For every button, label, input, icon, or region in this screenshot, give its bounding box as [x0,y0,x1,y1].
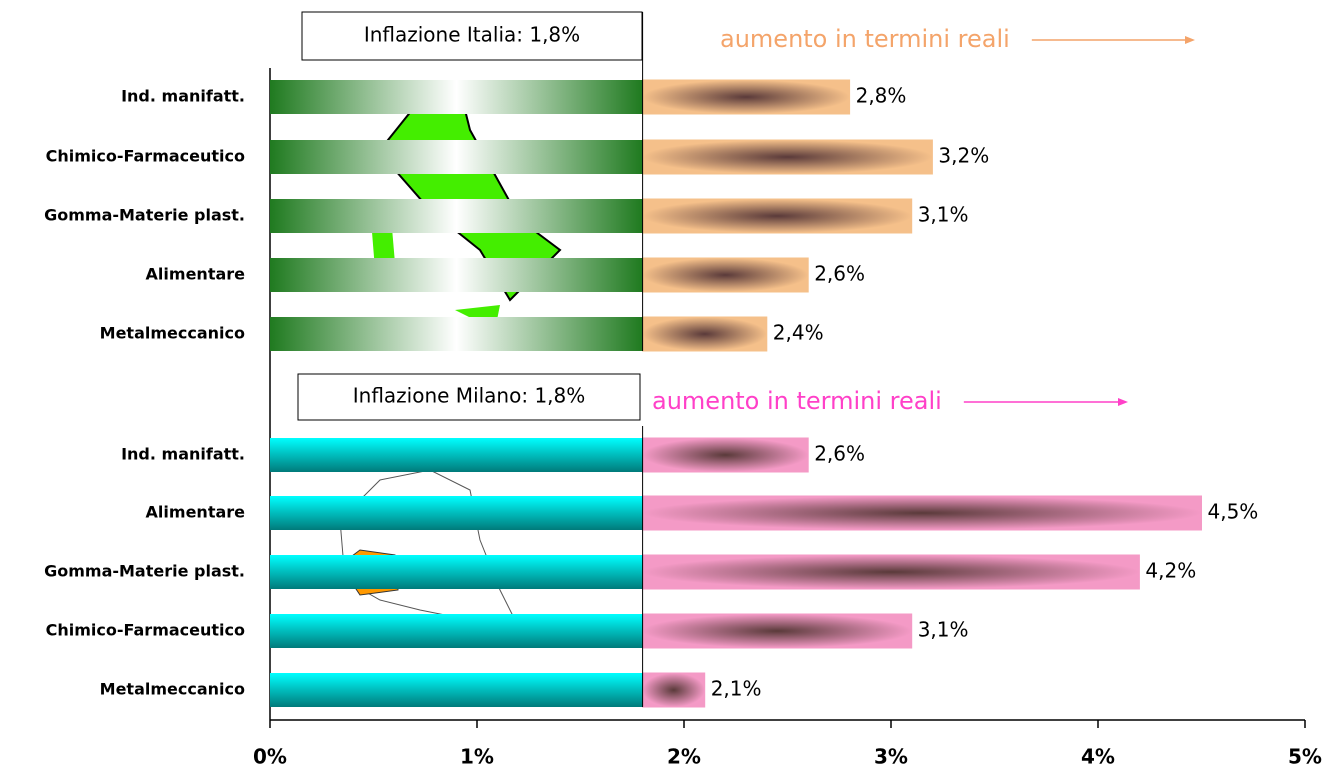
group-title: Inflazione Milano: 1,8% [353,384,586,408]
bar [642,257,809,293]
annotation-arrowhead [1118,398,1128,406]
annotation: aumento in termini reali [720,25,1010,53]
value-label: 2,6% [814,262,865,286]
value-label: 2,4% [773,321,824,345]
title-box [297,373,641,421]
bar [642,316,768,352]
bar [642,437,809,473]
value-label: 3,1% [918,618,969,642]
y-tick-label: Alimentare [146,265,246,284]
inflation-bar [270,438,643,472]
y-tick-label: Gomma-Materie plast. [44,206,245,225]
bar [642,198,913,234]
y-tick-label: Chimico-Farmaceutico [46,621,245,640]
value-label: 3,2% [938,144,989,168]
inflation-bar [270,673,643,707]
inflation-bar [270,140,643,174]
inflation-bar [270,258,643,292]
bar [642,554,1140,590]
inflation-bar [270,317,643,351]
value-label: 2,6% [814,442,865,466]
y-tick-label: Chimico-Farmaceutico [46,147,245,166]
bar [642,613,913,649]
x-tick-label: 0% [253,745,287,769]
x-tick-label: 5% [1288,745,1322,769]
value-label: 2,1% [711,677,762,701]
y-tick-label: Gomma-Materie plast. [44,562,245,581]
x-tick-label: 3% [874,745,908,769]
x-tick-label: 2% [667,745,701,769]
value-label: 4,2% [1145,559,1196,583]
bar [642,139,933,175]
annotation: aumento in termini reali [652,387,942,415]
value-label: 2,8% [856,84,907,108]
x-tick-label: 4% [1081,745,1115,769]
group-title: Inflazione Italia: 1,8% [364,23,580,47]
y-tick-label: Metalmeccanico [100,680,245,699]
inflation-bar [270,555,643,589]
annotation-arrowhead [1185,36,1195,44]
y-tick-label: Ind. manifatt. [121,445,245,464]
title-box [301,11,643,61]
inflation-bar [270,614,643,648]
inflation-bar [270,80,643,114]
bar [642,79,851,115]
inflation-bar [270,199,643,233]
y-tick-label: Ind. manifatt. [121,87,245,106]
value-label: 4,5% [1208,500,1259,524]
x-tick-label: 1% [460,745,494,769]
value-label: 3,1% [918,203,969,227]
y-tick-label: Alimentare [146,503,246,522]
y-tick-label: Metalmeccanico [100,324,245,343]
bar [642,672,706,708]
bar [642,495,1202,531]
inflation-bar [270,496,643,530]
